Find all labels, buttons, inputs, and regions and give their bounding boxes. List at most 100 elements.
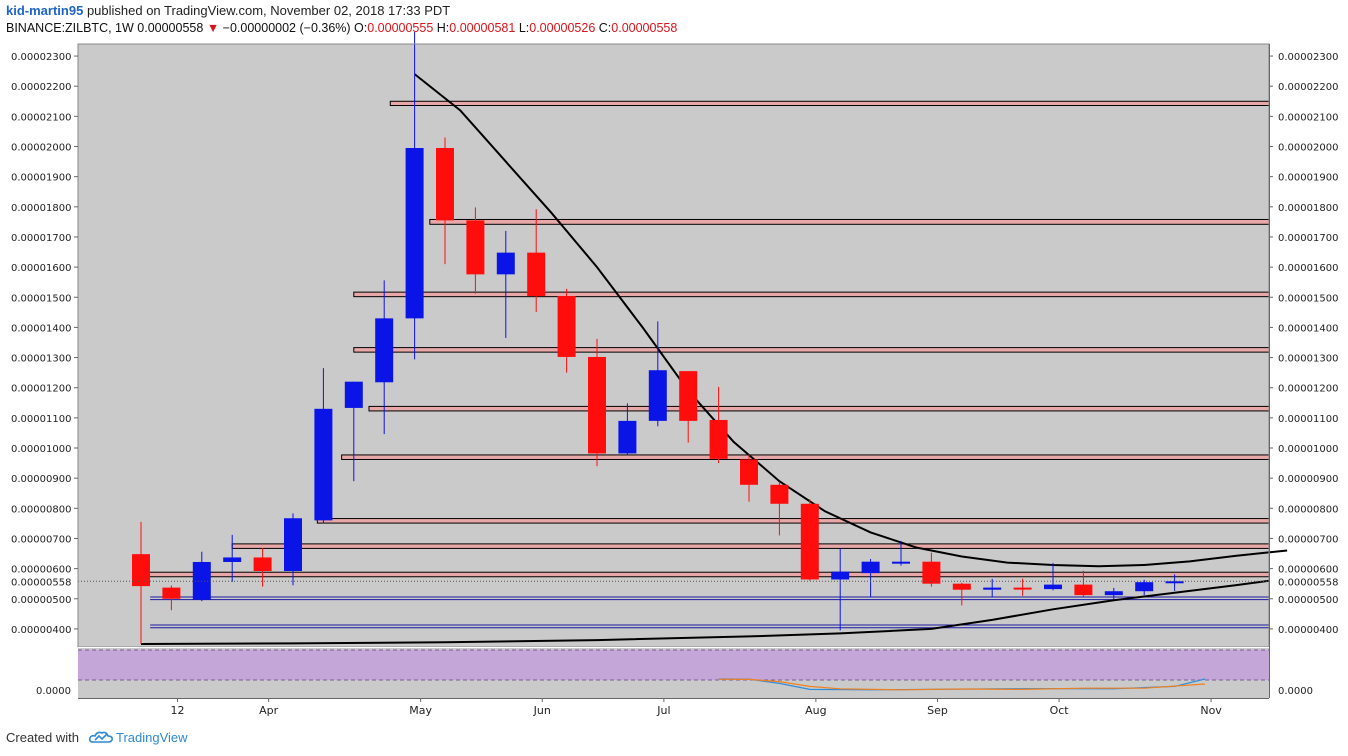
candle-body [679,371,698,421]
x-tick-label: Sep [927,704,948,717]
y-tick-label-right: 0.00002300 [1278,52,1338,63]
x-tick-label: Oct [1050,704,1070,717]
candle-body [861,561,880,574]
x-tick-label: Jul [656,704,670,717]
oscillator-line-2 [718,678,1206,691]
open-label: O: [354,21,368,35]
y-tick-label-right: 0.00002200 [1278,82,1338,93]
resistance-zone [140,571,1270,578]
candles [132,31,1184,644]
y-tick-label-left: 0.00002100 [11,112,71,123]
y-tick-label-left: 0.00000400 [11,625,71,636]
candle-body [557,296,576,357]
oscillator-band [78,650,1269,680]
candle-body [405,148,424,319]
y-tick-label-right: 0.00001700 [1278,233,1338,244]
resistance-trend-curve [413,73,1288,568]
y-axis: 0.00000400 0.00000400 0.00000500 0.00000500… [1,52,1346,697]
candle-body [1104,591,1123,596]
candle-body [527,252,546,297]
oscillator-label-right: 0.0000 [1278,686,1313,697]
y-tick-label-right: 0.00000700 [1278,534,1338,545]
x-tick-label: Jun [533,704,551,717]
y-tick-label-right: 0.00001900 [1278,173,1338,184]
candle-body [1165,581,1184,584]
created-with-text: Created with [6,730,79,745]
y-tick-label-right: 0.00001100 [1278,414,1338,425]
candle-body [618,420,637,454]
x-tick-label: May [409,704,432,717]
resistance-zone [389,100,1270,107]
candle-body [709,419,728,459]
candle-body [588,356,606,454]
publish-header: kid-martin95 published on TradingView.co… [6,3,450,18]
trend-curves [140,73,1288,645]
high-label: H: [436,21,450,35]
oscillator-label-left: 0.0000 [36,686,71,697]
y-tick-label-right: 0.00001000 [1278,444,1338,455]
close-label: C: [598,21,612,35]
y-tick-label-left: 0.00002200 [11,82,71,93]
candle-body [253,557,272,572]
candle-body [952,583,971,590]
candle-body [892,561,910,564]
y-tick-label-right: 0.00002100 [1278,112,1338,123]
candle-body [344,381,363,408]
symbol-name: BINANCE:ZILBTC, 1W [6,21,134,35]
y-tick-label-left: 0.00000700 [11,534,71,545]
y-tick-label-right: 0.00001200 [1278,384,1338,395]
y-tick-label-left: 0.00000900 [11,474,71,485]
candle-body [132,554,150,587]
low-value: 0.00000526 [529,21,596,35]
y-tick-label-right: 0.00001600 [1278,263,1338,274]
resistance-zone [316,518,1270,524]
y-tick-label-right: 0.00001400 [1278,323,1338,334]
candle-body [922,561,941,584]
candle-body [375,318,394,383]
y-tick-label-left: 0.00001000 [11,444,71,455]
price-change: −0.00000002 (−0.36%) [222,21,351,35]
resistance-zone [368,405,1270,412]
tradingview-link[interactable]: TradingView [116,730,188,745]
y-tick-label-left: 0.00000600 [11,565,71,576]
x-tick-label: Aug [805,704,826,717]
footer: Created with TradingView [6,730,188,745]
y-tick-label-left: 0.00001900 [11,173,71,184]
support-trend-curve [140,577,1288,645]
candle-body [466,220,485,275]
y-tick-label-left: 0.00001400 [11,323,71,334]
candle-body [831,571,850,580]
y-tick-label-left: 0.00001700 [11,233,71,244]
y-tick-label-left: 0.00001500 [11,293,71,304]
down-arrow-icon: ▼ [206,21,220,35]
last-price-label-right: 0.00000558 [1278,577,1338,588]
candle-body [740,459,758,485]
close-value: 0.00000558 [611,21,678,35]
last-price: 0.00000558 [137,21,204,35]
candle-body [1013,587,1032,590]
y-tick-label-left: 0.00002000 [11,143,71,154]
x-tick-label: 12 [170,704,184,717]
y-tick-label-left: 0.00000800 [11,504,71,515]
y-tick-label-left: 0.00001600 [11,263,71,274]
y-tick-label-right: 0.00002000 [1278,143,1338,154]
resistance-zone [429,218,1270,225]
author-link[interactable]: kid-martin95 [6,3,84,18]
y-tick-label-right: 0.00000500 [1278,595,1338,606]
resistance-zone [353,347,1270,353]
candle-body [496,252,515,275]
candle-body [983,587,1002,590]
resistance-zone [231,543,1270,549]
last-price-label-left: 0.00000558 [11,577,71,588]
candle-body [770,484,789,504]
x-tick-label: Nov [1200,704,1222,717]
symbol-header: BINANCE:ZILBTC, 1W 0.00000558 ▼ −0.00000… [6,21,677,35]
oscillator-lines [718,678,1206,691]
resistance-zone [353,291,1270,298]
candle-body [223,557,242,562]
candle-body [1074,584,1093,596]
candle-body [314,408,333,521]
resistance-zone [341,454,1270,460]
last-price-box-right [1270,574,1346,589]
